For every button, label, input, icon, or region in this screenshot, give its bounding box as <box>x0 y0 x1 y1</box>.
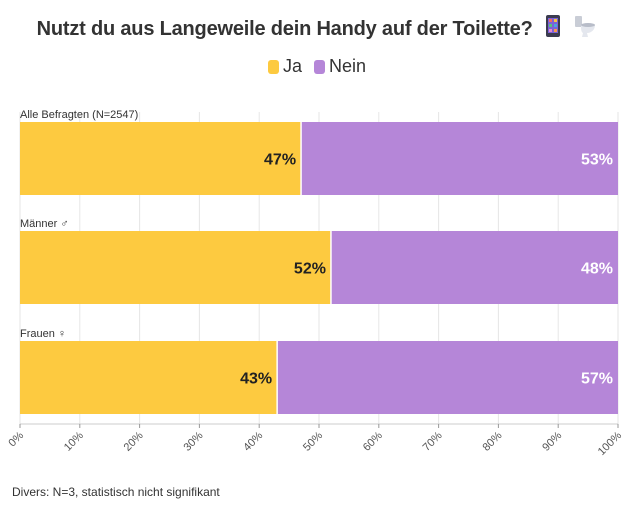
bar-ja <box>20 341 278 414</box>
x-tick-label: 20% <box>122 429 146 453</box>
x-tick-label: 60% <box>361 429 385 453</box>
toilet-icon <box>573 14 597 44</box>
bar-nein <box>330 231 618 304</box>
category-label: Männer ♂ <box>20 218 69 230</box>
x-tick-label: 100% <box>596 429 625 458</box>
x-tick-label: 0% <box>6 429 26 449</box>
x-tick-label: 70% <box>421 429 445 453</box>
mobile-phone-icon <box>544 14 562 44</box>
legend-label-ja: Ja <box>282 56 302 76</box>
category-label: Alle Befragten (N=2547) <box>20 109 138 121</box>
chart-title: Nutzt du aus Langeweile dein Handy auf d… <box>0 14 634 44</box>
data-label: 47% <box>264 152 296 169</box>
data-label: 48% <box>581 261 613 278</box>
chart-title-text: Nutzt du aus Langeweile dein Handy auf d… <box>36 18 533 40</box>
legend-swatch-nein <box>313 59 325 74</box>
x-tick-label: 30% <box>181 429 205 453</box>
x-tick-label: 50% <box>301 429 325 453</box>
legend-swatch-ja <box>267 59 279 74</box>
data-label: 57% <box>581 371 613 388</box>
legend-item-ja: Ja <box>267 56 302 77</box>
x-tick-label: 90% <box>540 429 564 453</box>
category-label: Frauen ♀ <box>20 328 66 340</box>
x-tick-label: 10% <box>62 429 86 453</box>
bar-ja <box>20 231 331 304</box>
x-tick-label: 80% <box>480 429 504 453</box>
chart-legend: Ja Nein <box>0 56 634 77</box>
bar-nein <box>277 341 618 414</box>
stacked-bar-chart: Alle Befragten (N=2547) 47% 53% Männer ♂ 52%… <box>6 109 625 458</box>
data-label: 52% <box>294 261 326 278</box>
x-tick-label: 40% <box>241 429 265 453</box>
bar-ja <box>20 122 302 195</box>
bar-nein <box>301 122 618 195</box>
legend-item-nein: Nein <box>313 56 367 77</box>
legend-label-nein: Nein <box>328 56 367 76</box>
footnote: Divers: N=3, statistisch nicht signifika… <box>12 485 220 499</box>
data-label: 43% <box>240 371 272 388</box>
data-label: 53% <box>581 152 613 169</box>
